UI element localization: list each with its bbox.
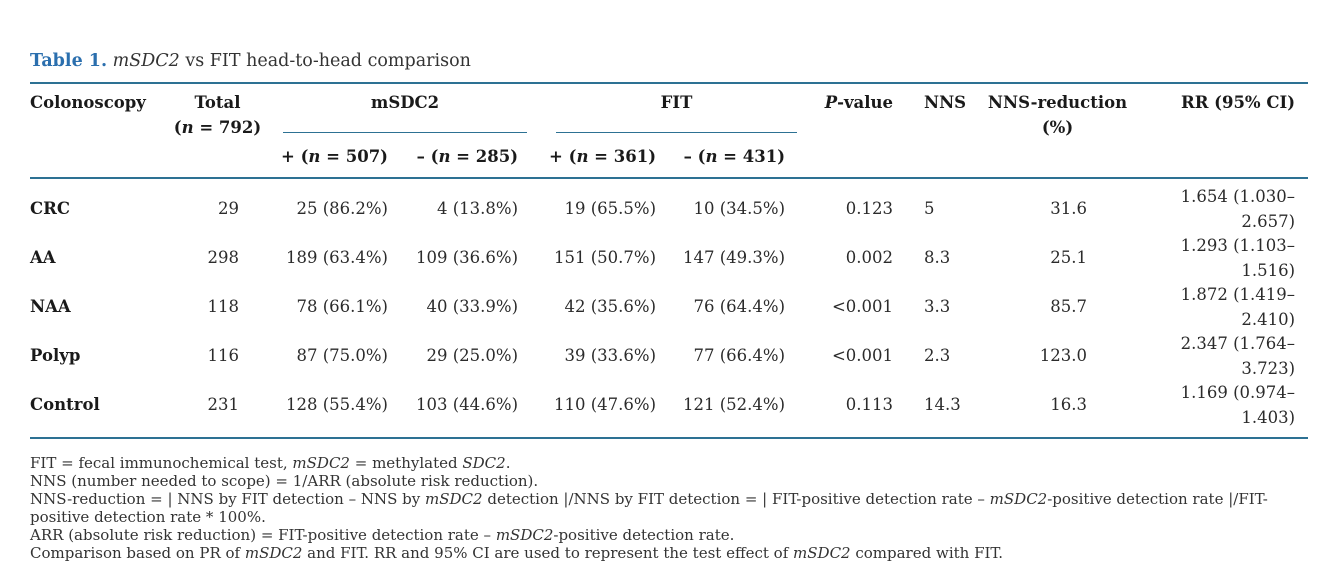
cell-msdc2-positive: 25 (86.2%) — [296, 199, 388, 219]
comparison-table: Colonoscopy Total (n = 792) mSDC2 FIT — [30, 82, 1309, 439]
cell-msdc2-positive: 87 (75.0%) — [296, 346, 388, 366]
footnote-arr-definition: ARR (absolute risk reduction) = FIT-posi… — [30, 526, 735, 544]
cell-nns: 14.3 — [924, 395, 961, 415]
col-group-fit-label: FIT — [660, 93, 693, 112]
table-body: CRC 29 25 (86.2%) 4 (13.8%) 19 (65.5%) 1… — [30, 178, 1308, 438]
table-row-naa: NAA 118 78 (66.1%) 40 (33.9%) 42 (35.6%)… — [30, 283, 1308, 332]
cell-p-value: 0.113 — [845, 395, 894, 415]
table-footnotes: FIT = fecal immunochemical test, mSDC2 =… — [30, 454, 1306, 562]
col-header-p-value: P-value — [824, 93, 894, 112]
footnote-nns-reduction-definition-cont: positive detection rate * 100%. — [30, 508, 266, 526]
col-header-nns-reduction: NNS-reduction (%) — [975, 83, 1140, 178]
footnote-abbreviations: FIT = fecal immunochemical test, mSDC2 =… — [30, 454, 511, 472]
cell-msdc2-negative: 103 (44.6%) — [415, 395, 519, 415]
table-caption: Table 1. mSDC2 vs FIT head-to-head compa… — [30, 50, 1306, 72]
row-label: Control — [30, 395, 100, 415]
cell-p-value: 0.123 — [845, 199, 894, 219]
cell-fit-negative: 121 (52.4%) — [682, 395, 786, 415]
col-header-total-line1: Total — [194, 93, 241, 112]
table-row-crc: CRC 29 25 (86.2%) 4 (13.8%) 19 (65.5%) 1… — [30, 178, 1308, 234]
col-group-fit: FIT — [525, 83, 798, 133]
table-row-control: Control 231 128 (55.4%) 103 (44.6%) 110 … — [30, 381, 1308, 438]
cell-nns: 2.3 — [924, 346, 951, 366]
col-header-nns-reduction-line2: (%) — [1041, 118, 1074, 137]
cell-rr: 1.654 (1.030–2.657) — [1180, 187, 1296, 231]
cell-fit-negative: 10 (34.5%) — [693, 199, 786, 219]
fit-spanner-rule — [556, 132, 798, 133]
cell-nns-reduction: 123.0 — [1039, 346, 1088, 366]
cell-msdc2-negative: 40 (33.9%) — [426, 297, 519, 317]
cell-total: 29 — [218, 199, 239, 219]
col-header-total: Total (n = 792) — [170, 83, 265, 178]
table-caption-text: mSDC2 vs FIT head-to-head comparison — [112, 51, 471, 71]
cell-fit-positive: 110 (47.6%) — [553, 395, 657, 415]
table-caption-label: Table 1. — [30, 51, 108, 71]
col-header-msdc2-positive: + (n = 507) — [281, 147, 388, 166]
cell-fit-positive: 42 (35.6%) — [564, 297, 657, 317]
cell-total: 116 — [207, 346, 240, 366]
cell-nns-reduction: 25.1 — [1050, 248, 1088, 268]
cell-fit-negative: 76 (64.4%) — [693, 297, 786, 317]
cell-fit-negative: 77 (66.4%) — [693, 346, 786, 366]
cell-msdc2-positive: 128 (55.4%) — [285, 395, 388, 415]
col-header-colonoscopy: Colonoscopy — [30, 93, 146, 112]
cell-msdc2-negative: 109 (36.6%) — [415, 248, 519, 268]
cell-rr: 1.293 (1.103–1.516) — [1180, 236, 1296, 280]
cell-msdc2-negative: 4 (13.8%) — [436, 199, 519, 219]
cell-total: 118 — [207, 297, 240, 317]
table-header: Colonoscopy Total (n = 792) mSDC2 FIT — [30, 83, 1309, 178]
col-header-fit-negative: – (n = 431) — [683, 147, 786, 166]
cell-nns-reduction: 85.7 — [1050, 297, 1088, 317]
cell-p-value: <0.001 — [831, 297, 894, 317]
cell-total: 231 — [207, 395, 240, 415]
table-row-aa: AA 298 189 (63.4%) 109 (36.6%) 151 (50.7… — [30, 234, 1308, 283]
row-label: Polyp — [30, 346, 81, 366]
page: Table 1. mSDC2 vs FIT head-to-head compa… — [0, 50, 1330, 562]
cell-msdc2-negative: 29 (25.0%) — [426, 346, 519, 366]
cell-nns: 3.3 — [924, 297, 951, 317]
cell-fit-negative: 147 (49.3%) — [682, 248, 786, 268]
row-label: NAA — [30, 297, 71, 317]
cell-rr: 1.169 (0.974–1.403) — [1180, 383, 1296, 427]
col-header-total-line2: (n = 792) — [173, 118, 262, 137]
col-header-rr: RR (95% CI) — [1180, 93, 1296, 112]
cell-nns-reduction: 31.6 — [1050, 199, 1088, 219]
footnote-nns-definition: NNS (number needed to scope) = 1/ARR (ab… — [30, 472, 539, 490]
cell-nns: 5 — [924, 199, 935, 219]
cell-fit-positive: 39 (33.6%) — [564, 346, 657, 366]
col-header-fit-positive: + (n = 361) — [549, 147, 657, 166]
cell-msdc2-positive: 78 (66.1%) — [296, 297, 388, 317]
msdc2-spanner-rule — [283, 132, 528, 133]
row-label: AA — [30, 248, 56, 268]
cell-fit-positive: 151 (50.7%) — [553, 248, 657, 268]
cell-total: 298 — [207, 248, 240, 268]
table-row-polyp: Polyp 116 87 (75.0%) 29 (25.0%) 39 (33.6… — [30, 332, 1308, 381]
cell-p-value: <0.001 — [831, 346, 894, 366]
footnote-comparison-basis: Comparison based on PR of mSDC2 and FIT.… — [30, 544, 1003, 562]
cell-msdc2-positive: 189 (63.4%) — [285, 248, 388, 268]
col-header-nns: NNS — [924, 93, 967, 112]
cell-p-value: 0.002 — [845, 248, 894, 268]
col-group-msdc2-label: mSDC2 — [370, 93, 440, 112]
cell-fit-positive: 19 (65.5%) — [564, 199, 657, 219]
cell-rr: 1.872 (1.419–2.410) — [1180, 285, 1296, 329]
col-header-nns-reduction-line1: NNS-reduction — [987, 93, 1128, 112]
cell-nns-reduction: 16.3 — [1050, 395, 1088, 415]
col-group-msdc2: mSDC2 — [265, 83, 528, 133]
footnote-nns-reduction-definition: NNS-reduction = | NNS by FIT detection –… — [30, 490, 1268, 508]
row-label: CRC — [30, 199, 70, 219]
cell-nns: 8.3 — [924, 248, 951, 268]
cell-rr: 2.347 (1.764–3.723) — [1180, 334, 1296, 378]
col-header-msdc2-negative: – (n = 285) — [416, 147, 519, 166]
